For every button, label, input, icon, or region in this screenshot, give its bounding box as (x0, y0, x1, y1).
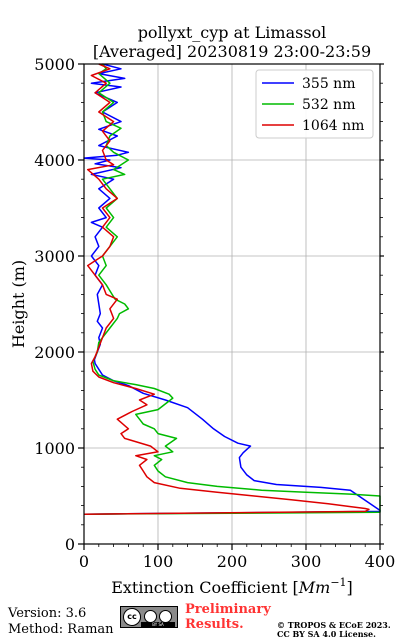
cc-license-badge: cc BY SA (120, 606, 178, 628)
copyright-text: © TROPOS & ECoE 2023. (277, 620, 391, 630)
license-text: CC BY SA 4.0 License. (277, 629, 376, 639)
legend: 355 nm 532 nm 1064 nm (255, 69, 374, 139)
chart-title-line1: pollyxt_cyp at Limassol (138, 23, 327, 42)
y-tick-label-4000: 4000 (34, 151, 75, 170)
x-axis-label: Extinction Coefficient [Mm−1] (111, 576, 353, 597)
series-line-1064-nm (83, 63, 370, 515)
preliminary-label: Preliminary (185, 602, 271, 617)
cc-icon: cc (123, 608, 141, 626)
results-label: Results. (185, 617, 244, 632)
y-tick-label-1000: 1000 (34, 439, 75, 458)
series-line-355-nm (83, 63, 381, 515)
legend-label-355: 355 nm (302, 76, 355, 92)
chart-title-line2: [Averaged] 20230819 23:00-23:59 (93, 42, 371, 61)
x-tick-label-300: 300 (291, 552, 322, 571)
x-tick-label-0: 0 (79, 552, 89, 571)
legend-box (255, 69, 374, 139)
y-tick-label-3000: 3000 (34, 247, 75, 266)
x-axis-label-exponent: −1 (330, 576, 346, 589)
x-tick-label-200: 200 (217, 552, 248, 571)
y-tick-label-0: 0 (65, 535, 75, 554)
series-line-532-nm (83, 63, 381, 515)
y-axis-label: Height (m) (9, 260, 28, 348)
version-text: Version: 3.6 (8, 606, 87, 621)
x-tick-label-100: 100 (143, 552, 174, 571)
legend-label-1064: 1064 nm (302, 118, 364, 134)
y-tick-label-5000: 5000 (34, 55, 75, 74)
x-tick-label-400: 400 (365, 552, 396, 571)
y-tick-label-2000: 2000 (34, 343, 75, 362)
x-axis-label-unit: Mm (298, 578, 331, 597)
by-sa-strip: BY SA (141, 622, 175, 627)
x-axis-label-text: Extinction Coefficient [ (111, 578, 299, 597)
x-axis-label-end: ] (347, 578, 353, 597)
series-group (83, 63, 381, 515)
legend-label-532: 532 nm (302, 97, 355, 113)
extinction-profile-chart: pollyxt_cyp at Limassol [Averaged] 20230… (9, 23, 395, 597)
method-text: Method: Raman (8, 622, 114, 637)
